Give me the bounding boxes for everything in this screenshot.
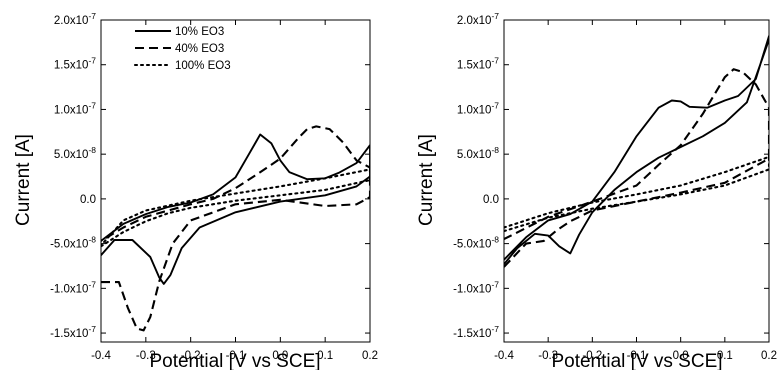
x-tick-label: 0.1 [717, 350, 733, 362]
y-tick-label: 0.0 [483, 194, 499, 206]
x-tick-label: -0.3 [136, 350, 156, 362]
y-tick-label: -5.0x10-8 [453, 235, 499, 251]
y-tick-label: 5.0x10-8 [457, 145, 499, 161]
x-tick-label: -0.4 [494, 350, 514, 362]
x-tick-label: -0.3 [538, 350, 558, 362]
y-tick-label: -1.5x10-7 [453, 324, 499, 340]
x-tick-label: -0.1 [627, 350, 647, 362]
left-chart-panel: -0.4 -0.3 -0.2 -0.1 0.0 0.1 0.2 2.0x10-7 1.5x10… [13, 11, 378, 370]
right-y-axis-title: Current [A] [416, 134, 437, 226]
left-series-dashed-line [101, 125, 370, 332]
x-tick-label: 0.2 [761, 350, 777, 362]
x-tick-label: -0.2 [181, 350, 201, 362]
y-tick-label: 5.0x10-8 [54, 145, 96, 161]
x-tick-label: -0.1 [226, 350, 246, 362]
y-tick-label: 1.5x10-7 [54, 56, 96, 72]
right-series-dotted-line [504, 155, 769, 233]
right-x-axis-title: Potential [V vs SCE] [551, 351, 722, 370]
legend-label: 40% EO3 [175, 43, 224, 55]
legend-label: 10% EO3 [175, 26, 224, 38]
right-series-solid-line [504, 35, 769, 265]
y-tick-label: 0.0 [80, 194, 96, 206]
left-series-dotted-line [101, 168, 370, 248]
y-tick-label: 1.5x10-7 [457, 56, 499, 72]
x-tick-label: -0.4 [91, 350, 111, 362]
left-y-ticks: 2.0x10-7 1.5x10-7 1.0x10-7 5.0x10-8 0.0 -5.0x… [50, 11, 370, 340]
right-x-ticks: -0.4 -0.3 -0.2 -0.1 0.0 0.1 0.2 [494, 20, 777, 362]
x-tick-label: -0.2 [582, 350, 602, 362]
left-plot-frame [100, 19, 371, 343]
x-tick-label: 0.1 [317, 350, 333, 362]
y-tick-label: 1.0x10-7 [54, 100, 96, 116]
y-tick-label: -1.0x10-7 [453, 279, 499, 295]
left-x-axis-title: Potential [V vs SCE] [149, 351, 320, 370]
right-series-group [504, 35, 769, 268]
y-tick-label: 1.0x10-7 [457, 100, 499, 116]
right-y-ticks: 2.0x10-7 1.5x10-7 1.0x10-7 5.0x10-8 0.0 -5.0x… [453, 11, 769, 340]
y-tick-label: -5.0x10-8 [50, 235, 96, 251]
x-tick-label: 0.0 [272, 350, 288, 362]
legend-label: 100% EO3 [175, 60, 231, 72]
legend: 10% EO3 40% EO3 100% EO3 [133, 26, 231, 72]
left-x-ticks: -0.4 -0.3 -0.2 -0.1 0.0 0.1 0.2 [91, 20, 378, 362]
right-series-dashed-line [504, 68, 769, 268]
left-series-group [101, 125, 370, 332]
y-tick-label: 2.0x10-7 [54, 11, 96, 27]
x-tick-label: 0.2 [362, 350, 378, 362]
x-tick-label: 0.0 [673, 350, 689, 362]
left-y-axis-title: Current [A] [13, 134, 34, 226]
right-chart-panel: -0.4 -0.3 -0.2 -0.1 0.0 0.1 0.2 2.0x10-7 1.5x10… [416, 11, 777, 370]
right-plot-frame [503, 19, 770, 343]
y-tick-label: 2.0x10-7 [457, 11, 499, 27]
y-tick-label: -1.5x10-7 [50, 324, 96, 340]
left-series-solid-line [101, 133, 370, 285]
y-tick-label: -1.0x10-7 [50, 279, 96, 295]
